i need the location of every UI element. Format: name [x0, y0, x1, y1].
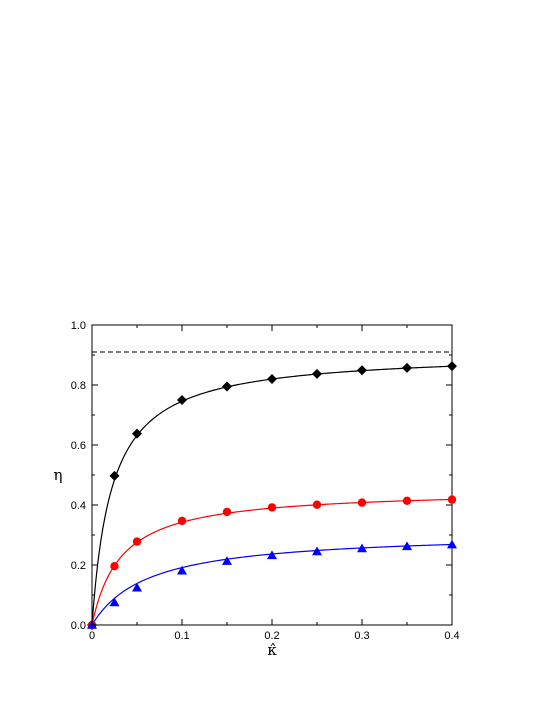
- series-3-point: [109, 597, 120, 607]
- y-axis-label: η: [54, 466, 63, 484]
- series-2-point: [402, 496, 412, 505]
- y-tick-label: 0.2: [71, 560, 86, 572]
- markers-layer: [87, 361, 457, 630]
- x-tick-label: 0: [89, 630, 95, 642]
- series-1-point: [132, 428, 142, 439]
- series-2-point: [222, 507, 232, 517]
- series-2-point: [110, 562, 119, 571]
- series-2-curve: [91, 498, 453, 626]
- series-3-point: [132, 582, 142, 592]
- series-2-point: [132, 537, 142, 546]
- series-1-curve: [91, 365, 453, 626]
- series-3-point: [357, 543, 367, 553]
- series-2-point: [447, 495, 457, 504]
- series-2-point: [357, 498, 367, 507]
- series-3-point: [177, 565, 187, 575]
- series-1-point: [222, 381, 232, 392]
- x-tick-label: 0.4: [444, 630, 459, 642]
- x-tick-label: 0.2: [264, 630, 279, 642]
- series-1-point: [447, 361, 457, 372]
- y-tick-label: 0.8: [71, 380, 86, 392]
- series-2-point: [312, 500, 322, 509]
- series-2-point: [267, 503, 277, 512]
- series-1-point: [357, 365, 367, 376]
- y-tick-label: 0.6: [71, 440, 86, 452]
- plot-border: [91, 324, 453, 626]
- series-1-point: [402, 362, 412, 373]
- x-axis-label: κ̂: [267, 641, 277, 659]
- series-2-point: [177, 516, 187, 526]
- series-3-point: [222, 556, 232, 565]
- series-1-point: [177, 395, 187, 405]
- y-tick-label: 1.0: [71, 320, 86, 332]
- x-tick-label: 0.1: [174, 630, 189, 642]
- plot-frame: [91, 324, 453, 626]
- series-3-point: [402, 541, 412, 551]
- y-tick-label: 0.0: [71, 620, 86, 632]
- x-tick-label: 0.3: [354, 630, 369, 642]
- series-1-point: [267, 374, 277, 384]
- curves-layer: [91, 365, 453, 626]
- series-1-point: [109, 470, 120, 481]
- series-3-point: [447, 539, 457, 549]
- y-tick-label: 0.4: [71, 500, 86, 512]
- series-3-point: [267, 550, 277, 560]
- ticks-layer: 0 0.1 0.2 0.3 0.4 0.0 0.2 0.4 0.6 0.8 1.0: [71, 320, 460, 642]
- series-3-point: [312, 546, 322, 556]
- series-1-point: [312, 368, 322, 379]
